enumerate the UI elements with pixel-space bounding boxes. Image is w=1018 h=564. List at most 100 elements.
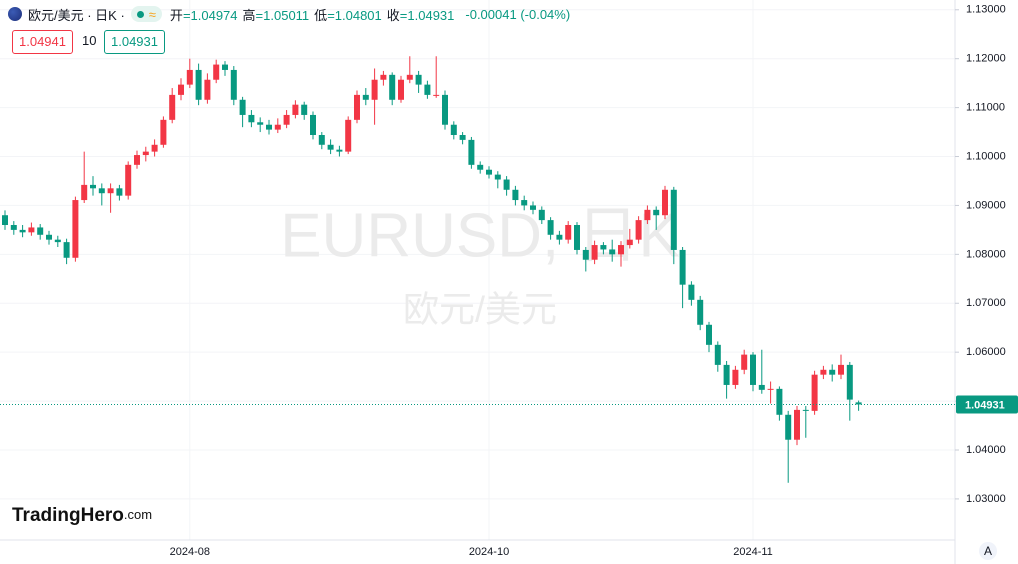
spread: 10	[82, 30, 97, 52]
candle-body	[424, 84, 431, 95]
legend-header: 欧元/美元 · 日K · ≈ 开=1.04974 高=1.05011 低=1.048…	[8, 4, 570, 24]
ohlc-label: 低	[314, 7, 328, 23]
candle-body	[811, 374, 818, 411]
candle-body	[829, 369, 836, 375]
ohlc-value: =1.05011	[255, 7, 310, 23]
ohlc-value: =1.04974	[182, 7, 238, 23]
candle-body	[178, 84, 184, 95]
y-tick-label: 1.10000	[966, 150, 1006, 162]
watermark-symbol: EURUSD, 日K	[280, 201, 680, 270]
candle-body	[195, 69, 202, 100]
logo: TradingHero.com	[12, 505, 152, 526]
ohlc-label: 开	[169, 7, 183, 23]
candle-body	[547, 220, 554, 235]
candle-body	[626, 239, 633, 246]
candle-body	[600, 245, 607, 250]
y-tick-label: 1.03000	[966, 493, 1006, 505]
candle-body	[318, 135, 325, 145]
candle-body	[19, 229, 26, 233]
candle-body	[98, 188, 105, 194]
candle-body	[723, 364, 730, 385]
ohlc-label: 高	[242, 7, 256, 23]
candle-body	[591, 245, 598, 260]
candle-body	[151, 144, 158, 152]
candle-body	[802, 409, 809, 411]
candle-body	[415, 74, 422, 85]
last-price-box	[956, 395, 1018, 414]
candle-body	[37, 227, 44, 235]
candle-body	[90, 184, 96, 189]
candle-body	[398, 79, 404, 100]
candle-body	[732, 369, 739, 385]
candle-body	[758, 384, 765, 390]
candle-body	[46, 234, 52, 240]
candle-body	[213, 64, 220, 80]
candle-body	[72, 200, 79, 258]
candle-body	[2, 215, 8, 225]
candle-body	[670, 189, 677, 250]
candle-body	[679, 249, 686, 285]
candle-body	[838, 364, 844, 375]
x-tick-label: 2024-11	[733, 546, 773, 558]
candle-body	[204, 79, 211, 100]
logo-name: TradingHero	[12, 505, 124, 526]
candle-body	[266, 124, 272, 130]
candle-body	[257, 122, 264, 125]
candle-body	[239, 99, 246, 115]
candle-body	[618, 245, 624, 255]
candle-body	[565, 225, 572, 240]
candle-body	[406, 74, 413, 80]
candle-body	[503, 179, 510, 190]
candle-body	[820, 369, 827, 375]
candle-body	[574, 225, 580, 250]
candle-body	[442, 94, 448, 125]
candle-body	[794, 409, 800, 440]
candle-body	[609, 249, 616, 255]
y-tick-label: 1.09000	[966, 199, 1006, 211]
buy-box[interactable]: 1.04931	[104, 30, 165, 54]
candle-body	[582, 249, 589, 260]
candle-body	[750, 354, 756, 385]
candle-body	[662, 189, 668, 216]
candle-body	[160, 119, 167, 145]
candle-body	[142, 151, 149, 156]
candle-body	[450, 124, 457, 135]
status-pill[interactable]: ≈	[130, 6, 162, 22]
candle-body	[283, 114, 290, 125]
candle-body	[494, 174, 501, 180]
candle-body	[767, 388, 774, 390]
y-tick-label: 1.13000	[966, 4, 1006, 16]
candle-body	[855, 402, 862, 405]
candle-body	[785, 414, 792, 440]
candle-body	[327, 144, 334, 150]
ohlc-value: =1.04801	[327, 7, 382, 23]
wave: ≈	[148, 6, 156, 22]
candle-body	[116, 188, 123, 196]
y-tick-label: 1.08000	[966, 248, 1006, 260]
watermark-name: 欧元/美元	[403, 289, 557, 330]
candle-body	[846, 364, 853, 400]
candle-body	[354, 94, 360, 120]
candle-body	[653, 209, 660, 216]
candle-body	[389, 74, 396, 100]
candle-body	[521, 200, 528, 206]
candle-body	[362, 94, 369, 100]
candle-body	[688, 284, 695, 300]
candle-body	[125, 164, 132, 196]
candle-body	[776, 388, 783, 415]
candle-body	[107, 188, 114, 194]
candle-body	[310, 114, 316, 135]
candle-body	[477, 164, 484, 170]
auto-scale-button[interactable]	[979, 542, 997, 560]
sell-box[interactable]: 1.04941	[12, 30, 73, 54]
candle-body	[28, 227, 35, 233]
candle-body	[63, 242, 70, 258]
candle-body	[697, 299, 704, 325]
auto-scale-label[interactable]: A	[984, 544, 992, 558]
ohlc-value: =1.04931	[399, 7, 455, 23]
flag-icon	[8, 7, 22, 21]
y-tick-label: 1.06000	[966, 346, 1006, 358]
candle-body	[301, 104, 308, 115]
